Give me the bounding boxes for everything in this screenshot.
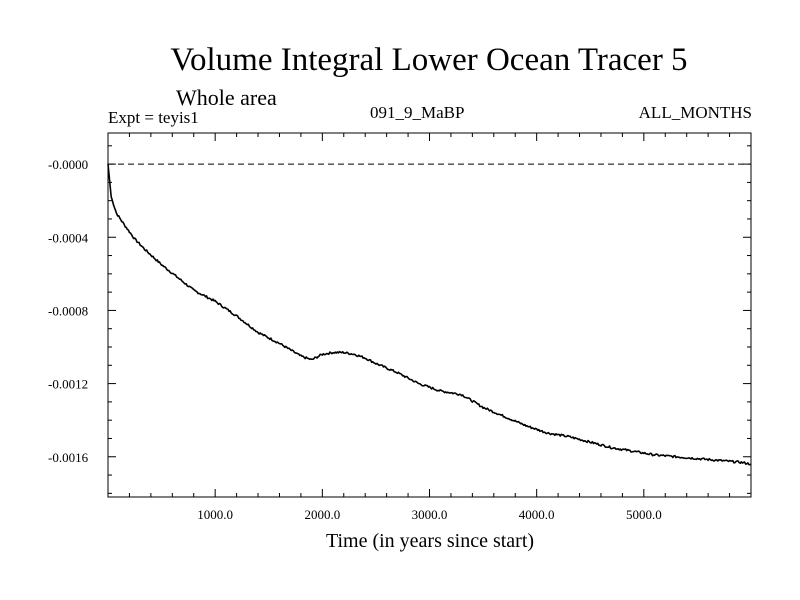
y-tick-label: -0.0012 [48,377,88,392]
months-label: ALL_MONTHS [638,103,752,122]
chart-title: Volume Integral Lower Ocean Tracer 5 [170,42,688,78]
x-tick-label: 5000.0 [626,507,662,522]
x-tick-label: 3000.0 [412,507,448,522]
x-tick-label: 2000.0 [304,507,340,522]
plot-frame [107,132,752,498]
chart-subtitle: Whole area [176,85,277,110]
x-axis-label: Time (in years since start) [325,530,535,552]
run-label: 091_9_MaBP [370,103,465,122]
series-line [107,164,752,466]
x-tick-label: 1000.0 [197,507,233,522]
x-tick-label: 4000.0 [519,507,555,522]
y-tick-label: -0.0016 [48,450,89,465]
experiment-label: Expt = teyis1 [108,108,199,127]
y-tick-label: -0.0008 [48,303,88,318]
y-tick-label: -0.0000 [48,157,88,172]
y-tick-label: -0.0004 [48,230,89,245]
